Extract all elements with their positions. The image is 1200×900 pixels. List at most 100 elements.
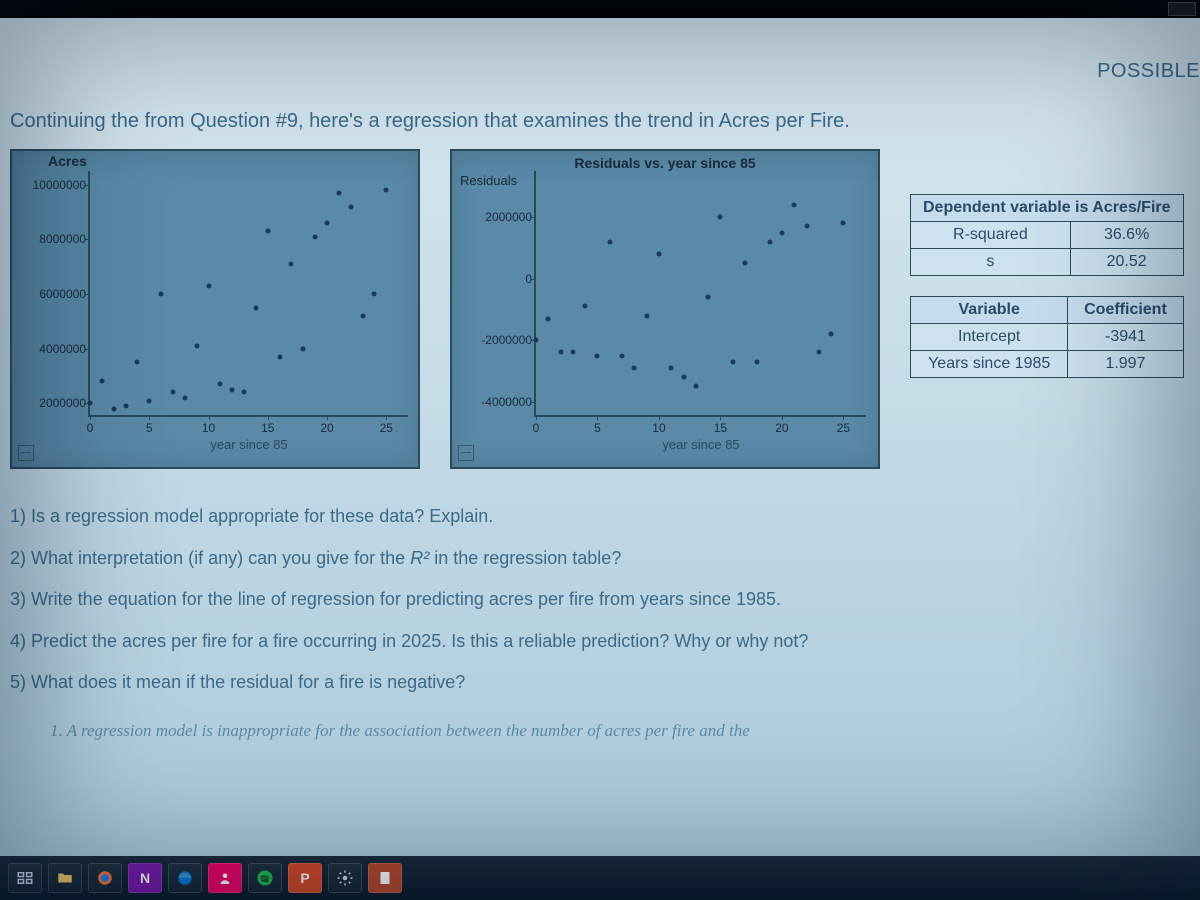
x-tick-label: 20 — [320, 415, 333, 435]
teams-icon[interactable] — [208, 863, 242, 893]
student-answer-preview: 1. A regression model is inappropriate f… — [10, 721, 1190, 741]
scatter-acres-vs-year: Acres year since 85 20000004000000600000… — [10, 149, 420, 469]
data-point — [170, 390, 175, 395]
data-point — [194, 343, 199, 348]
windows-taskbar[interactable]: N P — [0, 856, 1200, 900]
data-point — [583, 304, 588, 309]
question-list: 1) Is a regression model appropriate for… — [10, 497, 1190, 703]
data-point — [301, 346, 306, 351]
cell-label: Years since 1985 — [911, 351, 1068, 378]
chart2-xaxis-title: year since 85 — [662, 437, 739, 452]
cell-label: Intercept — [911, 324, 1068, 351]
coefficients-table: Variable Coefficient Intercept -3941 Yea… — [910, 296, 1184, 378]
question-intro: Continuing the from Question #9, here's … — [10, 110, 1190, 133]
word-icon[interactable] — [368, 863, 402, 893]
y-tick-label: -4000000 — [481, 395, 536, 409]
data-point — [779, 230, 784, 235]
chart2-plot-area: year since 85 -4000000-20000000200000005… — [534, 171, 866, 417]
col-header: Variable — [911, 297, 1068, 324]
question-3: 3) Write the equation for the line of re… — [10, 580, 1190, 620]
cell-value: 36.6% — [1070, 222, 1183, 249]
file-explorer-icon[interactable] — [48, 863, 82, 893]
col-header: Coefficient — [1068, 297, 1183, 324]
data-point — [253, 305, 258, 310]
regression-tables: Dependent variable is Acres/Fire R-squar… — [910, 194, 1184, 378]
data-point — [632, 365, 637, 370]
data-point — [558, 350, 563, 355]
data-point — [372, 292, 377, 297]
y-tick-label: 2000000 — [485, 210, 536, 224]
powerpoint-icon[interactable]: P — [288, 863, 322, 893]
data-point — [792, 202, 797, 207]
data-point — [546, 316, 551, 321]
chart1-xaxis-title: year since 85 — [210, 437, 287, 452]
scatter-residuals-vs-year: Residuals vs. year since 85 Residuals ye… — [450, 149, 880, 469]
summary-header: Dependent variable is Acres/Fire — [911, 195, 1184, 222]
settings-icon[interactable] — [328, 863, 362, 893]
points-possible-label: POSSIBLE — [1097, 60, 1200, 83]
data-point — [289, 261, 294, 266]
x-tick-label: 0 — [533, 415, 540, 435]
q2-r2: R² — [410, 548, 429, 568]
data-point — [656, 252, 661, 257]
cell-value: 1.997 — [1068, 351, 1183, 378]
cell-value: 20.52 — [1070, 249, 1183, 276]
x-tick-label: 5 — [594, 415, 601, 435]
data-point — [230, 387, 235, 392]
content-area: POSSIBLE Continuing the from Question #9… — [0, 0, 1200, 900]
table-row: s 20.52 — [911, 249, 1184, 276]
data-point — [570, 350, 575, 355]
data-point — [159, 292, 164, 297]
data-point — [182, 395, 187, 400]
data-point — [693, 384, 698, 389]
data-point — [384, 188, 389, 193]
data-point — [595, 353, 600, 358]
question-2: 2) What interpretation (if any) can you … — [10, 539, 1190, 579]
data-point — [123, 404, 128, 409]
data-point — [755, 359, 760, 364]
data-point — [706, 295, 711, 300]
question-5: 5) What does it mean if the residual for… — [10, 663, 1190, 703]
x-tick-label: 15 — [714, 415, 727, 435]
x-tick-label: 25 — [380, 415, 393, 435]
data-point — [767, 239, 772, 244]
data-point — [681, 375, 686, 380]
spotify-icon[interactable] — [248, 863, 282, 893]
data-point — [277, 354, 282, 359]
chart2-title: Residuals vs. year since 85 — [452, 155, 878, 171]
data-point — [730, 359, 735, 364]
data-point — [88, 401, 93, 406]
x-tick-label: 10 — [202, 415, 215, 435]
chart2-ytitle: Residuals — [460, 173, 517, 188]
y-tick-label: -2000000 — [481, 333, 536, 347]
regression-summary-table: Dependent variable is Acres/Fire R-squar… — [910, 194, 1184, 276]
q2-post: in the regression table? — [429, 548, 621, 568]
onenote-icon[interactable]: N — [128, 863, 162, 893]
chart2-origin-icon — [458, 445, 474, 461]
data-point — [325, 220, 330, 225]
data-point — [669, 365, 674, 370]
charts-row: Acres year since 85 20000004000000600000… — [10, 149, 1190, 469]
task-view-icon[interactable] — [8, 863, 42, 893]
data-point — [607, 239, 612, 244]
chart1-origin-icon — [18, 445, 34, 461]
x-tick-label: 5 — [146, 415, 153, 435]
x-tick-label: 20 — [775, 415, 788, 435]
firefox-icon[interactable] — [88, 863, 122, 893]
x-tick-label: 10 — [652, 415, 665, 435]
edge-icon[interactable] — [168, 863, 202, 893]
y-tick-label: 10000000 — [33, 178, 90, 192]
data-point — [265, 229, 270, 234]
x-tick-label: 15 — [261, 415, 274, 435]
table-row: Variable Coefficient — [911, 297, 1184, 324]
y-tick-label: 6000000 — [39, 287, 90, 301]
data-point — [841, 221, 846, 226]
data-point — [336, 190, 341, 195]
data-point — [534, 338, 539, 343]
data-point — [313, 234, 318, 239]
table-row: Intercept -3941 — [911, 324, 1184, 351]
data-point — [816, 350, 821, 355]
data-point — [135, 360, 140, 365]
cell-label: R-squared — [911, 222, 1071, 249]
q2-pre: 2) What interpretation (if any) can you … — [10, 548, 410, 568]
